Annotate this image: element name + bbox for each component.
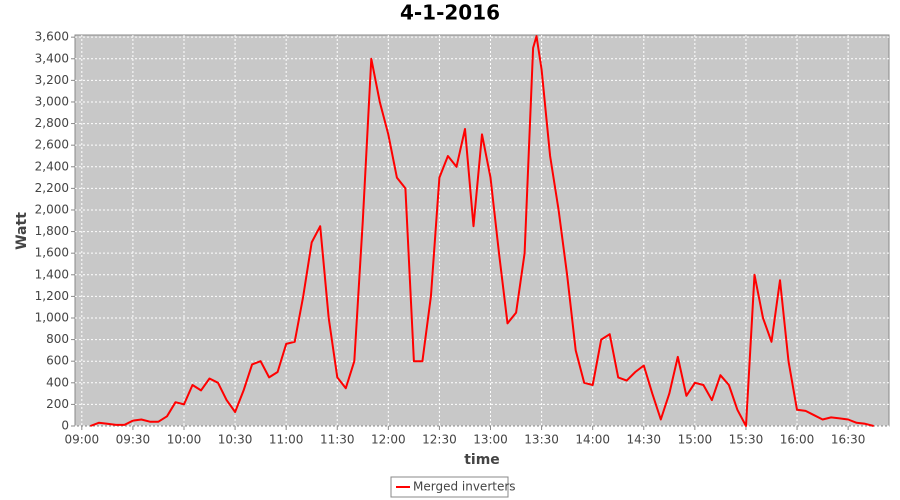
- series-line: [89, 35, 874, 427]
- x-tick-label: 11:30: [320, 433, 355, 447]
- x-tick-label: 10:30: [218, 433, 253, 447]
- y-tick-label: 1,800: [35, 224, 69, 238]
- x-tick-label: 11:00: [269, 433, 304, 447]
- y-axis-label: Watt: [14, 212, 30, 250]
- y-tick-label: 0: [61, 419, 69, 433]
- legend: Merged inverters: [390, 476, 516, 498]
- x-tick-label: 15:30: [729, 433, 764, 447]
- y-tick-label: 2,000: [35, 202, 69, 216]
- y-tick-label: 3,000: [35, 94, 69, 108]
- x-tick-label: 15:00: [678, 433, 713, 447]
- y-tick-label: 1,000: [35, 310, 69, 324]
- y-tick-label: 600: [46, 354, 69, 368]
- x-tick-label: 16:30: [831, 433, 866, 447]
- y-tick-label: 800: [46, 332, 69, 346]
- x-tick-label: 09:30: [116, 433, 151, 447]
- y-tick-label: 400: [46, 375, 69, 389]
- x-axis-label: time: [464, 452, 500, 468]
- chart-title: 4-1-2016: [400, 1, 500, 25]
- x-tick-label: 09:00: [65, 433, 100, 447]
- y-tick-label: 3,600: [35, 30, 69, 44]
- x-tick-label: 12:30: [422, 433, 457, 447]
- x-tick-label: 10:00: [167, 433, 202, 447]
- y-tick-label: 3,200: [35, 73, 69, 87]
- y-tick-label: 2,800: [35, 116, 69, 130]
- y-tick-label: 3,400: [35, 51, 69, 65]
- y-tick-label: 2,200: [35, 181, 69, 195]
- x-tick-label: 13:00: [473, 433, 508, 447]
- y-tick-label: 200: [46, 397, 69, 411]
- legend-box: [390, 476, 509, 498]
- x-tick-label: 12:00: [371, 433, 406, 447]
- x-tick-label: 16:00: [780, 433, 815, 447]
- plot-area: [74, 34, 890, 427]
- y-tick-label: 1,200: [35, 289, 69, 303]
- y-tick-label: 2,400: [35, 159, 69, 173]
- x-tick-label: 14:00: [575, 433, 610, 447]
- x-tick-label: 13:30: [524, 433, 559, 447]
- legend-label: Merged inverters: [413, 480, 516, 494]
- y-tick-label: 1,600: [35, 246, 69, 260]
- y-tick-label: 2,600: [35, 138, 69, 152]
- y-tick-label: 1,400: [35, 267, 69, 281]
- x-tick-label: 14:30: [626, 433, 661, 447]
